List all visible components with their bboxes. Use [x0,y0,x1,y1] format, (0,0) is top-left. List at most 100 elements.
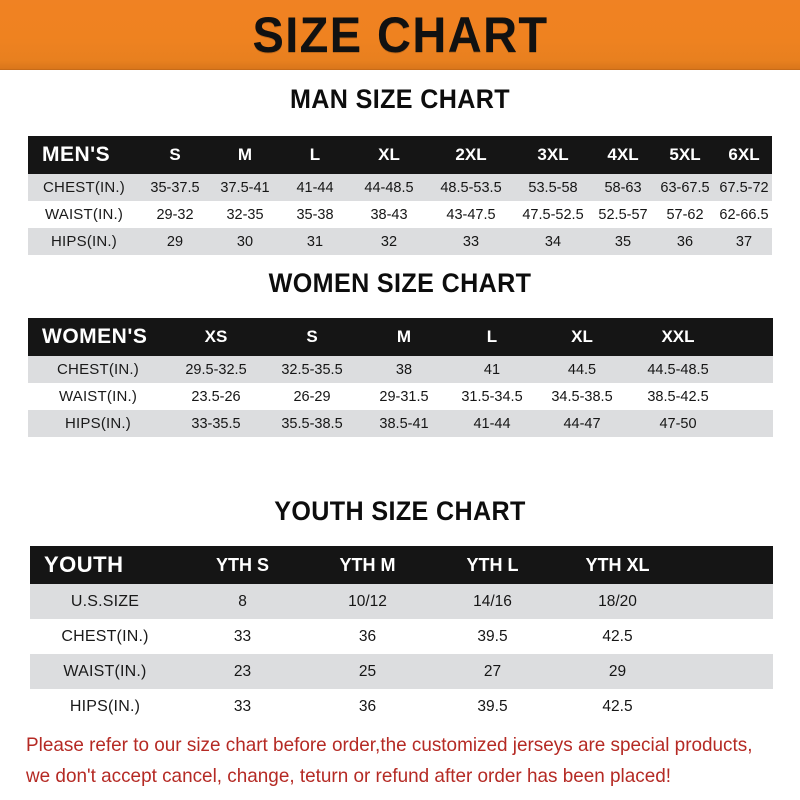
men-hips-s: 29 [140,228,210,255]
men-waist-xl: 38-43 [350,201,428,228]
youth-chest-spacer [680,619,773,654]
table-row: CHEST(IN.) 29.5-32.5 32.5-35.5 38 41 44.… [28,356,773,383]
men-hips-l: 31 [280,228,350,255]
men-waist-5xl: 57-62 [654,201,716,228]
men-size-header-xl: XL [350,136,428,174]
footer-disclaimer-line-1: Please refer to our size chart before or… [26,734,753,756]
women-chest-spacer [728,356,773,383]
men-waist-4xl: 52.5-57 [592,201,654,228]
youth-size-header-spacer [680,546,773,584]
women-waist-label: WAIST(IN.) [28,383,168,410]
women-waist-m: 29-31.5 [360,383,448,410]
youth-size-header-xl: YTH XL [555,546,680,584]
men-chest-4xl: 58-63 [592,174,654,201]
youth-size-header-s: YTH S [180,546,305,584]
men-hips-xl: 32 [350,228,428,255]
women-section-title: WOMEN SIZE CHART [268,268,532,298]
page-banner: SIZE CHART [0,0,800,70]
youth-chest-xl: 42.5 [555,619,680,654]
youth-ussize-xl: 18/20 [555,584,680,619]
men-waist-label: WAIST(IN.) [28,201,140,228]
women-size-header-m: M [360,318,448,356]
youth-waist-xl: 29 [555,654,680,689]
men-chest-s: 35-37.5 [140,174,210,201]
women-chest-label: CHEST(IN.) [28,356,168,383]
table-row: WAIST(IN.) 23 25 27 29 [30,654,773,689]
youth-hips-label: HIPS(IN.) [30,689,180,724]
women-chest-xl: 44.5 [536,356,628,383]
women-size-header-spacer [728,318,773,356]
youth-ussize-spacer [680,584,773,619]
men-hips-2xl: 33 [428,228,514,255]
youth-header-row: YOUTH YTH S YTH M YTH L YTH XL [30,546,773,584]
youth-waist-s: 23 [180,654,305,689]
youth-ussize-m: 10/12 [305,584,430,619]
men-row-label-header: MEN'S [28,136,140,174]
youth-waist-spacer [680,654,773,689]
men-size-header-4xl: 4XL [592,136,654,174]
men-size-header-3xl: 3XL [514,136,592,174]
youth-waist-label: WAIST(IN.) [30,654,180,689]
men-waist-2xl: 43-47.5 [428,201,514,228]
youth-waist-m: 25 [305,654,430,689]
men-size-header-l: L [280,136,350,174]
women-hips-xxl: 47-50 [628,410,728,437]
youth-size-header-m: YTH M [305,546,430,584]
youth-hips-s: 33 [180,689,305,724]
men-size-header-s: S [140,136,210,174]
youth-hips-m: 36 [305,689,430,724]
men-waist-l: 35-38 [280,201,350,228]
men-size-header-5xl: 5XL [654,136,716,174]
women-waist-xxl: 38.5-42.5 [628,383,728,410]
women-size-header-s: S [264,318,360,356]
men-size-header-2xl: 2XL [428,136,514,174]
men-chest-3xl: 53.5-58 [514,174,592,201]
women-waist-xl: 34.5-38.5 [536,383,628,410]
youth-section-title: YOUTH SIZE CHART [274,496,526,526]
women-size-header-xxl: XXL [628,318,728,356]
women-chest-l: 41 [448,356,536,383]
table-row: CHEST(IN.) 35-37.5 37.5-41 41-44 44-48.5… [28,174,772,201]
women-waist-spacer [728,383,773,410]
youth-row-label-header: YOUTH [30,546,180,584]
women-waist-s: 26-29 [264,383,360,410]
footer-disclaimer: Please refer to our size chart before or… [26,730,759,792]
women-hips-spacer [728,410,773,437]
table-row: CHEST(IN.) 33 36 39.5 42.5 [30,619,773,654]
women-hips-xl: 44-47 [536,410,628,437]
women-hips-s: 35.5-38.5 [264,410,360,437]
youth-chest-m: 36 [305,619,430,654]
men-waist-s: 29-32 [140,201,210,228]
women-size-header-l: L [448,318,536,356]
women-hips-xs: 33-35.5 [168,410,264,437]
men-chest-6xl: 67.5-72 [716,174,772,201]
table-row: U.S.SIZE 8 10/12 14/16 18/20 [30,584,773,619]
youth-chest-l: 39.5 [430,619,555,654]
table-row: HIPS(IN.) 33-35.5 35.5-38.5 38.5-41 41-4… [28,410,773,437]
youth-ussize-s: 8 [180,584,305,619]
women-size-header-xl: XL [536,318,628,356]
women-chest-m: 38 [360,356,448,383]
women-waist-l: 31.5-34.5 [448,383,536,410]
men-chest-2xl: 48.5-53.5 [428,174,514,201]
women-hips-m: 38.5-41 [360,410,448,437]
men-chest-xl: 44-48.5 [350,174,428,201]
table-row: HIPS(IN.) 29 30 31 32 33 34 35 36 37 [28,228,772,255]
men-hips-3xl: 34 [514,228,592,255]
youth-hips-l: 39.5 [430,689,555,724]
men-waist-3xl: 47.5-52.5 [514,201,592,228]
men-chest-5xl: 63-67.5 [654,174,716,201]
youth-size-header-l: YTH L [430,546,555,584]
men-waist-6xl: 62-66.5 [716,201,772,228]
men-waist-m: 32-35 [210,201,280,228]
women-chest-xxl: 44.5-48.5 [628,356,728,383]
table-row: WAIST(IN.) 29-32 32-35 35-38 38-43 43-47… [28,201,772,228]
men-header-row: MEN'S S M L XL 2XL 3XL 4XL 5XL 6XL [28,136,772,174]
women-waist-xs: 23.5-26 [168,383,264,410]
men-chest-m: 37.5-41 [210,174,280,201]
men-chest-label: CHEST(IN.) [28,174,140,201]
youth-chest-s: 33 [180,619,305,654]
men-size-header-6xl: 6XL [716,136,772,174]
youth-waist-l: 27 [430,654,555,689]
youth-size-table: YOUTH YTH S YTH M YTH L YTH XL U.S.SIZE … [30,546,773,724]
